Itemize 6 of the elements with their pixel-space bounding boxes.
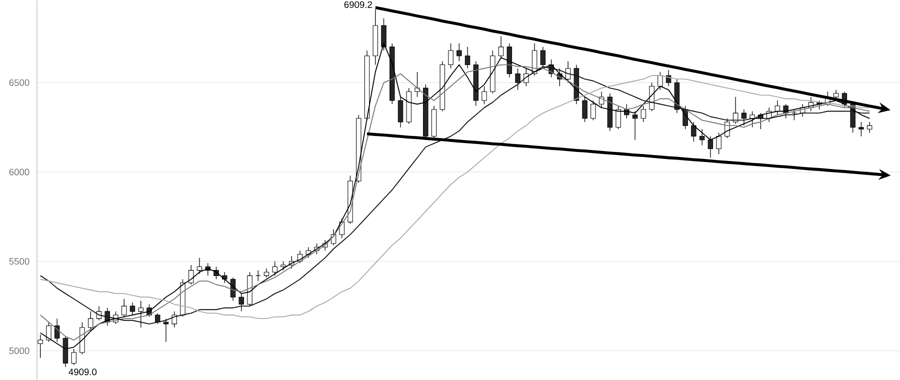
- annotation: 6909.2: [344, 2, 372, 8]
- y-tick-label: 5000: [9, 348, 30, 354]
- y-tick-label: 6000: [9, 168, 30, 176]
- y-tick-label: 5500: [9, 258, 30, 265]
- annotation: 4909.0: [68, 368, 97, 376]
- y-tick-label: 6500: [9, 80, 30, 86]
